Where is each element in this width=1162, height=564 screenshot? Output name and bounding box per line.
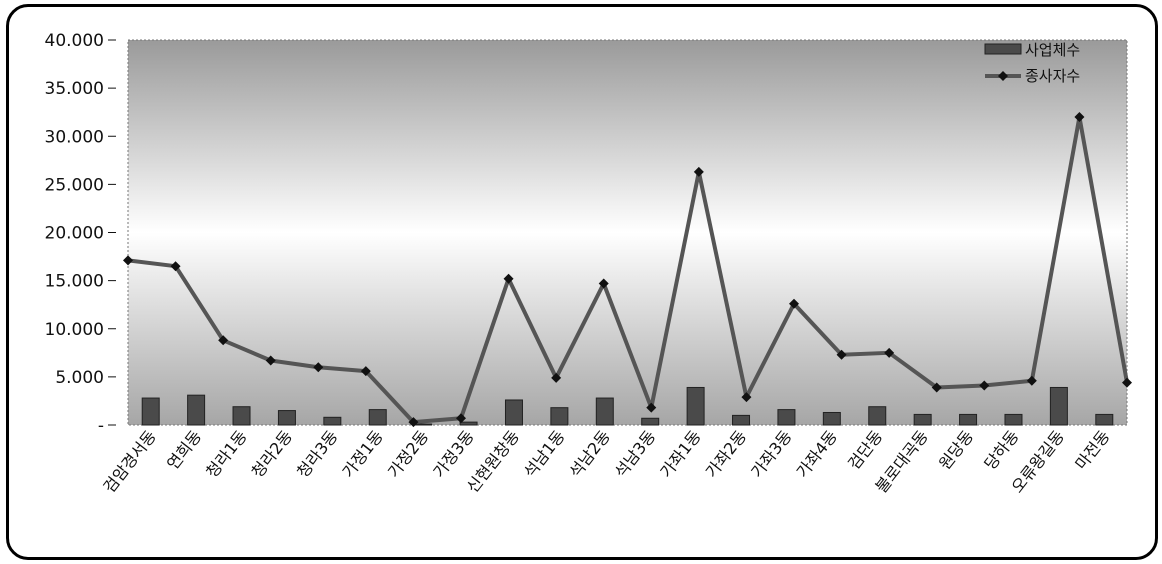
line-point [265,355,276,366]
y-tick-label: 20.000 [45,224,104,244]
y-tick-label: 10.000 [45,320,104,340]
line-point [408,417,419,428]
line-path [127,115,1129,425]
y-tick-label: 5.000 [55,368,104,388]
x-tick-label: 가정1동 [338,427,386,482]
bar [732,414,751,426]
bar [1095,413,1114,426]
x-tick-label: 가정3동 [429,427,477,482]
bar [368,409,387,426]
bar [232,406,251,426]
y-tick-label: 30.000 [45,127,104,147]
legend: 사업체수 종사자수 [984,41,1080,85]
bar [959,413,978,426]
x-tick-label: 원당동 [935,427,977,474]
line-series [123,112,1132,428]
bar [504,399,523,426]
x-tick-label: 석남1동 [520,427,568,482]
x-tick-label: 청라1동 [202,427,250,482]
bar [822,411,841,426]
legend-bar-swatch [984,43,1022,55]
line-point [646,402,657,413]
y-tick-label: 35.000 [45,79,104,99]
x-axis: 검암경서동 연희동청라1동청라2동청라3동가정1동가정2동가정3동신현원창동석남1… [100,427,1114,497]
bar [323,416,342,426]
bar [868,406,887,426]
bar [686,386,705,426]
x-tick-label: 가좌2동 [702,427,750,482]
bar [1049,386,1068,426]
y-axis: - 5.000 10.000 15.000 20.000 25.000 30.000 35.0… [45,31,116,436]
bar [595,397,614,426]
x-tick-label: 검암경서동 [100,427,160,497]
line-point [503,273,514,284]
bar [459,421,478,426]
bar-series [141,386,1114,426]
line-point [741,392,752,403]
line-point [123,255,133,266]
x-tick-label: 마전동 [1071,427,1113,474]
line-point [884,347,895,358]
line-point [313,362,324,373]
x-tick-label: 당하동 [980,427,1022,474]
line-point [789,298,799,309]
line-point [693,166,704,177]
bar [277,410,296,426]
x-tick-label: 가좌4동 [793,427,841,482]
y-tick-label: 40.000 [45,31,104,51]
x-tick-label: 가정2동 [384,427,432,482]
bar [187,394,206,426]
plot-area [127,39,1128,426]
y-tick-label: - [98,416,104,436]
legend-line-marker [998,71,1008,81]
x-tick-label: 석남3동 [611,427,659,482]
x-tick-label: 검단동 [844,427,886,474]
x-tick-label: 청라3동 [293,427,341,482]
line-point [598,278,609,289]
bar [550,407,569,426]
bar [1004,413,1023,426]
line-point [551,372,562,383]
y-tick-label: 15.000 [45,272,104,292]
bar [641,417,660,426]
y-tick-label: 25.000 [45,175,104,195]
x-tick-label: 연희동 [163,427,205,474]
line-point [170,261,181,272]
line-point [1122,377,1132,388]
line-point [979,380,990,391]
bar [777,409,796,426]
legend-label-line: 종사자수 [1025,67,1080,85]
line-point [218,335,229,346]
bar [913,413,932,426]
line-point [1026,375,1037,386]
bar [414,423,433,426]
bar [141,397,160,426]
line-point [360,366,371,377]
x-tick-label: 석남2동 [566,427,614,482]
line-point [836,349,847,360]
x-tick-label: 가좌3동 [747,427,795,482]
x-tick-label: 가좌1동 [656,427,704,482]
line-point [1074,112,1085,122]
legend-label-bar: 사업체수 [1025,41,1080,59]
line-point [931,382,942,393]
x-tick-label: 청라2동 [248,427,296,482]
line-point [456,413,466,424]
